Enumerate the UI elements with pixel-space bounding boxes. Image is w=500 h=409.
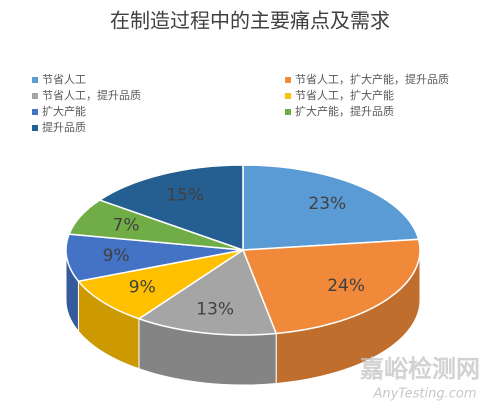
data-label: 23%	[308, 194, 346, 214]
data-label: 9%	[129, 278, 156, 298]
legend-label: 提升品质	[42, 121, 86, 134]
pie-slice	[241, 238, 421, 335]
pie-slice	[65, 233, 244, 283]
data-label: 24%	[327, 276, 365, 296]
legend-swatch	[32, 125, 38, 131]
data-label: 7%	[113, 216, 140, 236]
watermark-title: 嘉峪检测网	[360, 355, 480, 383]
pie: 23% 24% 13% 9% 9% 7% 15%	[65, 164, 421, 386]
legend-label: 节省人工，扩大产能	[295, 88, 394, 102]
legend-swatch	[32, 77, 38, 83]
legend-label: 扩大产能，提升品质	[295, 104, 394, 118]
data-label: 15%	[166, 185, 204, 205]
pie-slice	[137, 248, 278, 336]
legend-swatch	[32, 93, 38, 99]
pie-slice	[77, 249, 244, 320]
legend-swatch	[285, 93, 291, 99]
legend-label: 扩大产能	[42, 104, 86, 118]
data-label: 13%	[196, 300, 234, 320]
chart-title: 在制造过程中的主要痛点及需求	[110, 9, 390, 33]
legend-swatch	[32, 109, 38, 115]
pie-slice	[98, 164, 244, 252]
pie-slice	[242, 164, 420, 251]
legend-label: 节省人工，提升品质	[42, 89, 141, 102]
watermark-subtitle: AnyTesting.com	[372, 387, 476, 402]
legend-label: 节省人工	[42, 73, 86, 86]
legend-label: 节省人工，扩大产能，提升品质	[295, 72, 449, 86]
legend-swatch	[285, 77, 291, 83]
legend-swatch	[285, 109, 291, 115]
data-label: 9%	[103, 246, 130, 266]
